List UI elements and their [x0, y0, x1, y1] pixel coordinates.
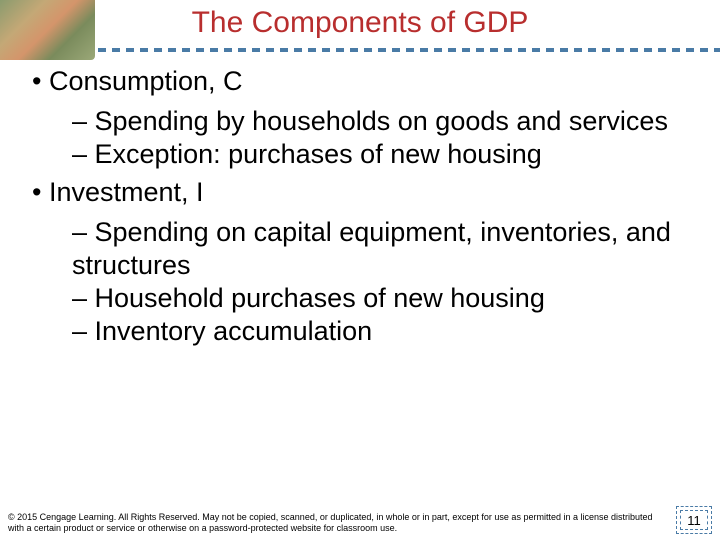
- copyright-footer: © 2015 Cengage Learning. All Rights Rese…: [8, 512, 660, 535]
- page-number: 11: [687, 513, 701, 528]
- bullet-consumption: Consumption, C: [32, 66, 702, 97]
- sub-bullet-text: Spending on capital equipment, inventori…: [72, 217, 671, 280]
- sub-bullet-text: Household purchases of new housing: [95, 283, 545, 313]
- bullet-investment: Investment, I: [32, 177, 702, 208]
- sub-bullet: Household purchases of new housing: [72, 282, 702, 315]
- header-image: [0, 0, 95, 60]
- slide-content: Consumption, C Spending by households on…: [0, 66, 720, 348]
- title-divider: [0, 46, 720, 54]
- sub-bullet: Inventory accumulation: [72, 315, 702, 348]
- sub-bullet-text: Inventory accumulation: [95, 316, 373, 346]
- sub-bullet: Spending by households on goods and serv…: [72, 105, 702, 138]
- sub-bullet-text: Spending by households on goods and serv…: [95, 106, 668, 136]
- sub-bullet-text: Exception: purchases of new housing: [95, 139, 542, 169]
- sub-bullet: Spending on capital equipment, inventori…: [72, 216, 702, 282]
- slide-title: The Components of GDP: [0, 0, 720, 40]
- page-number-badge: 11: [676, 506, 712, 534]
- sub-bullet: Exception: purchases of new housing: [72, 138, 702, 171]
